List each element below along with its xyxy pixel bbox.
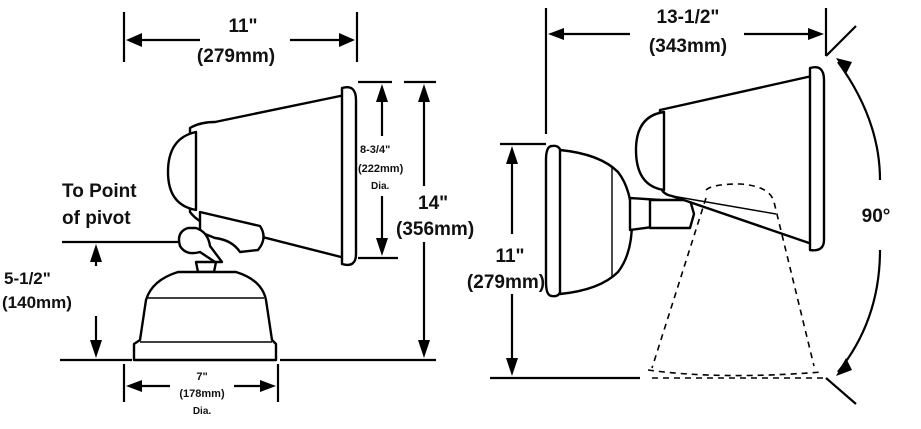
right-width-metric: (343mm) xyxy=(649,36,727,57)
pivot-height-metric: (140mm) xyxy=(2,293,72,312)
left-width-value: 11" xyxy=(228,16,257,37)
left-width-dimension: 11" (279mm) xyxy=(122,12,359,67)
rotated-horn-outline xyxy=(647,183,826,379)
right-height-value: 11" xyxy=(495,246,524,267)
left-driver-cap xyxy=(166,130,198,212)
right-width-value: 13-1/2" xyxy=(657,7,720,28)
rotation-value: 90° xyxy=(862,206,891,227)
overall-height-dimension: 14" (356mm) xyxy=(280,80,474,362)
left-base xyxy=(132,270,278,362)
pivot-label: To Point of pivot xyxy=(62,181,180,244)
overall-height-metric: (356mm) xyxy=(396,219,474,240)
overall-height-value: 14" xyxy=(418,193,448,214)
right-horn-rim xyxy=(808,66,826,252)
left-width-metric: (279mm) xyxy=(197,46,275,67)
right-pivot-knob xyxy=(648,198,696,230)
right-driver-cap xyxy=(634,110,666,192)
mouth-dia-metric: (222mm) xyxy=(358,163,404,175)
base-dia-value: 7" xyxy=(196,371,207,383)
left-horn-rim xyxy=(340,86,358,267)
pivot-height-value: 5-1/2" xyxy=(4,269,51,288)
left-neck xyxy=(194,260,218,274)
pivot-height-dimension: 5-1/2" (140mm) xyxy=(2,244,132,362)
left-view xyxy=(132,86,358,362)
right-height-metric: (279mm) xyxy=(467,272,545,293)
rotation-dimension: 90° xyxy=(825,25,891,405)
left-pivot-bracket xyxy=(177,226,224,264)
right-height-dimension: 11" (279mm) xyxy=(467,142,640,380)
mouth-dia-value: 8-3/4" xyxy=(360,144,390,156)
right-view xyxy=(544,66,826,379)
mouth-dia-note: Dia. xyxy=(371,181,390,192)
pivot-label-line2: of pivot xyxy=(62,208,131,229)
base-dia-note: Dia. xyxy=(193,406,212,417)
right-width-dimension: 13-1/2" (343mm) xyxy=(544,7,828,134)
base-dia-metric: (178mm) xyxy=(179,388,225,400)
pivot-label-line1: To Point xyxy=(62,181,137,202)
mouth-diameter-dimension: 8-3/4" (222mm) Dia. xyxy=(358,80,404,260)
right-housing xyxy=(558,148,634,296)
base-diameter-dimension: 7" (178mm) Dia. xyxy=(122,364,280,417)
left-lower-housing xyxy=(198,210,265,254)
